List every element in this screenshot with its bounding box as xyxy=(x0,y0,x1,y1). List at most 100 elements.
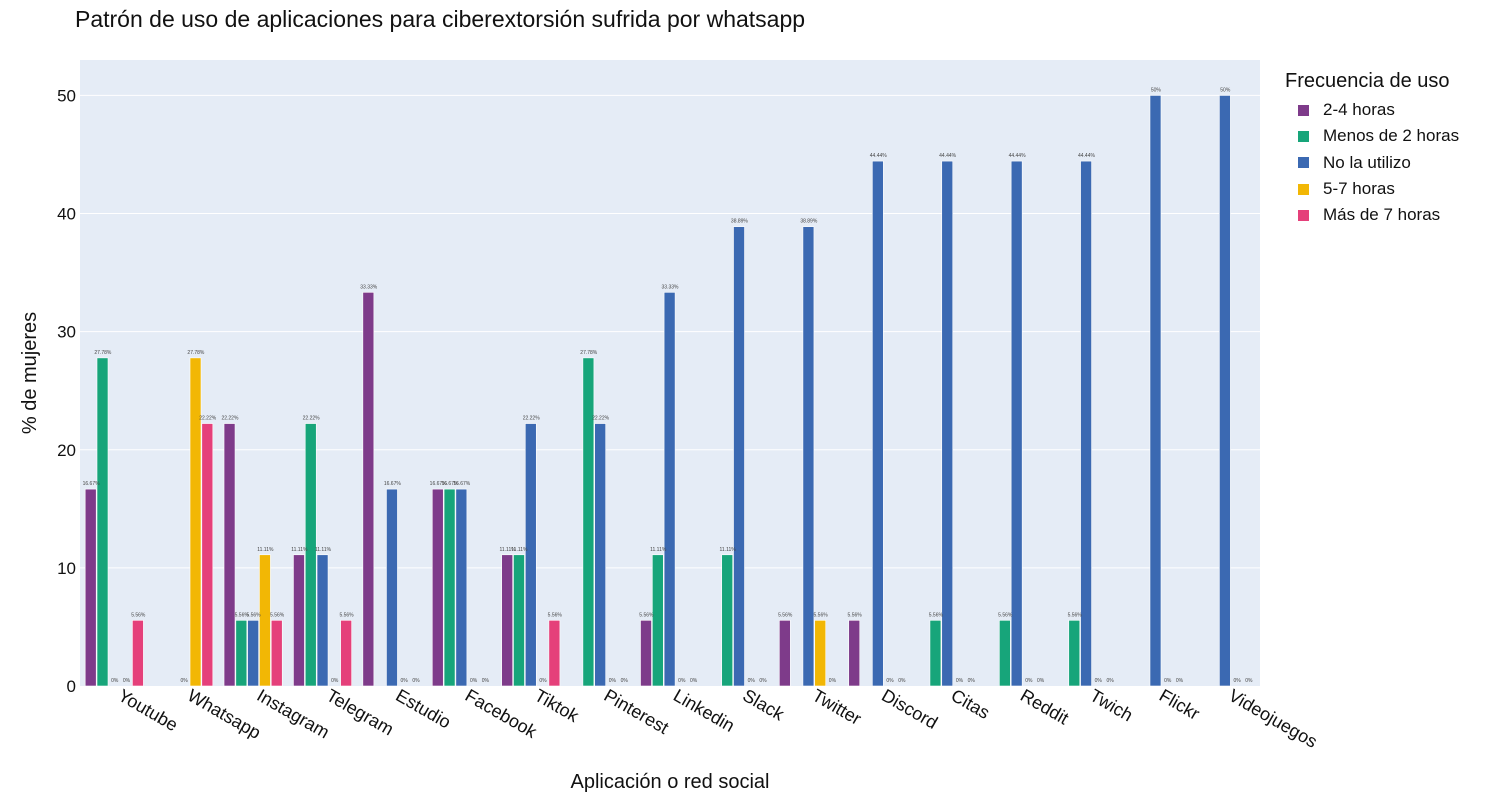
x-tick-label: Pinterest xyxy=(601,685,673,738)
y-tick-label: 50 xyxy=(57,86,76,105)
bar xyxy=(501,554,513,687)
bar xyxy=(84,488,97,687)
bar xyxy=(201,423,214,687)
bar xyxy=(663,292,676,687)
bar-data-label: 0% xyxy=(331,678,339,684)
bar xyxy=(524,423,537,687)
bar xyxy=(929,620,942,687)
bar-data-label: 0% xyxy=(748,678,756,684)
bar-data-label: 0% xyxy=(1164,678,1172,684)
bar xyxy=(733,226,745,687)
bar-data-label: 22.22% xyxy=(221,416,239,422)
bar xyxy=(443,488,456,687)
bar-data-label: 11.11% xyxy=(650,547,667,553)
bar-data-label: 0% xyxy=(678,678,686,684)
bar-data-label: 50% xyxy=(1151,87,1162,93)
bar-data-label: 0% xyxy=(898,678,906,684)
bar-data-label: 44.44% xyxy=(1009,153,1027,159)
legend-item[interactable]: 2-4 horas xyxy=(1285,97,1459,123)
bar xyxy=(594,423,606,687)
bar-data-label: 0% xyxy=(482,678,490,684)
bar xyxy=(999,620,1011,687)
bar xyxy=(814,620,827,687)
bar-data-label: 0% xyxy=(1037,678,1045,684)
x-tick-label: Instagram xyxy=(254,685,333,742)
bar-data-label: 16.67% xyxy=(430,481,448,487)
bar-data-label: 5.56% xyxy=(814,612,829,618)
bar-data-label: 0% xyxy=(1245,678,1253,684)
bar-data-label: 11.11% xyxy=(291,547,308,553)
x-tick-label: Citas xyxy=(948,685,994,723)
bar-data-label: 44.44% xyxy=(870,153,888,159)
legend-label: 2-4 horas xyxy=(1323,100,1395,120)
bar-data-label: 33.33% xyxy=(662,284,680,290)
bar-data-label: 0% xyxy=(401,678,409,684)
legend-item[interactable]: Menos de 2 horas xyxy=(1285,123,1459,149)
bar xyxy=(316,554,329,687)
bar-data-label: 0% xyxy=(1106,678,1114,684)
bar xyxy=(270,620,283,687)
bar-data-label: 16.67% xyxy=(453,481,471,487)
legend: Frecuencia de uso 2-4 horas Menos de 2 ho… xyxy=(1285,70,1459,228)
bar-data-label: 27.78% xyxy=(580,350,598,356)
x-tick-label: Twitter xyxy=(809,685,865,729)
bar-data-label: 0% xyxy=(123,678,131,684)
legend-item[interactable]: No la utilizo xyxy=(1285,150,1459,176)
bar xyxy=(96,357,109,687)
bar-data-label: 0% xyxy=(1176,678,1184,684)
bar-data-label: 5.56% xyxy=(235,612,250,618)
bar xyxy=(235,620,248,687)
bar-data-label: 27.78% xyxy=(94,350,112,356)
bar-data-label: 5.56% xyxy=(848,612,863,618)
x-tick-label: Discord xyxy=(878,685,941,733)
bar-data-label: 0% xyxy=(1233,678,1241,684)
legend-item[interactable]: Más de 7 horas xyxy=(1285,202,1459,228)
bar-data-label: 0% xyxy=(968,678,976,684)
bar-data-label: 22.22% xyxy=(523,416,541,422)
bar xyxy=(247,620,259,687)
legend-label: No la utilizo xyxy=(1323,152,1411,172)
x-tick-label: Flickr xyxy=(1156,685,1203,724)
bars xyxy=(84,95,1231,687)
legend-item[interactable]: 5-7 horas xyxy=(1285,176,1459,202)
bar-data-label: 33.33% xyxy=(360,284,378,290)
bar-data-label: 0% xyxy=(690,678,698,684)
bar xyxy=(1219,95,1231,687)
bar-data-label: 0% xyxy=(1025,678,1033,684)
y-tick-label: 30 xyxy=(57,323,76,342)
bar-data-label: 22.22% xyxy=(592,416,610,422)
bar-data-label: 22.22% xyxy=(303,416,321,422)
x-tick-label: Slack xyxy=(739,685,788,725)
legend-label: Más de 7 horas xyxy=(1323,205,1441,225)
bar-data-label: 0% xyxy=(886,678,894,684)
x-tick-label: Twich xyxy=(1086,685,1136,725)
bar xyxy=(455,488,468,687)
y-axis-label: % de mujeres xyxy=(19,312,41,434)
bar-data-label: 0% xyxy=(609,678,617,684)
bar-data-label: 5.56% xyxy=(998,612,1013,618)
x-tick-label: Tiktok xyxy=(531,685,583,726)
bar-data-label: 0% xyxy=(539,678,547,684)
bar xyxy=(779,620,791,687)
bar xyxy=(293,554,305,687)
bar xyxy=(721,554,734,687)
bar xyxy=(1068,620,1081,687)
legend-label: Menos de 2 horas xyxy=(1323,126,1460,146)
y-tick-label: 0 xyxy=(67,677,76,696)
y-tick-label: 40 xyxy=(57,205,76,224)
x-tick-label: Whatsapp xyxy=(184,685,264,743)
bar-data-label: 0% xyxy=(412,678,420,684)
bar xyxy=(1010,160,1023,687)
bar xyxy=(548,620,561,687)
bar-data-label: 5.56% xyxy=(929,612,944,618)
bar-data-label: 0% xyxy=(111,678,119,684)
bar xyxy=(513,554,525,687)
legend-label: 5-7 horas xyxy=(1323,179,1395,199)
bar xyxy=(304,423,317,687)
chart-title: Patrón de uso de aplicaciones para ciber… xyxy=(75,6,806,32)
legend-swatch xyxy=(1298,104,1309,116)
bar-data-label: 5.56% xyxy=(1068,612,1083,618)
bar xyxy=(640,620,652,687)
bar xyxy=(1080,160,1092,687)
